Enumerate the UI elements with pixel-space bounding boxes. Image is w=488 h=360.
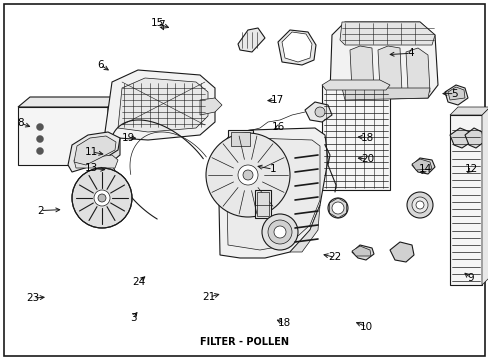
Polygon shape [74,136,116,165]
Text: 22: 22 [327,252,341,262]
Text: 2: 2 [37,206,43,216]
Polygon shape [411,158,434,174]
Polygon shape [449,128,470,148]
Polygon shape [305,102,331,122]
Text: 13: 13 [85,163,99,174]
Polygon shape [329,22,437,100]
Circle shape [411,197,427,213]
Text: 3: 3 [129,312,136,323]
Circle shape [98,194,106,202]
Bar [321,85,389,190]
Polygon shape [481,107,488,285]
Polygon shape [238,28,264,52]
Bar [227,130,252,148]
Text: 15: 15 [150,18,164,28]
Text: 6: 6 [97,60,103,70]
Text: 1: 1 [269,164,276,174]
Polygon shape [200,98,222,115]
Text: 20: 20 [361,154,373,164]
Circle shape [37,123,43,130]
Circle shape [406,192,432,218]
Polygon shape [218,128,327,258]
Text: 11: 11 [85,147,99,157]
Text: 18: 18 [360,132,374,143]
Circle shape [327,198,347,218]
Circle shape [262,214,297,250]
Text: 14: 14 [418,164,431,174]
Polygon shape [449,107,488,115]
Text: 18: 18 [277,318,291,328]
Bar [254,190,270,218]
Text: 23: 23 [26,293,40,303]
Polygon shape [339,22,434,45]
Circle shape [94,190,110,206]
Polygon shape [341,88,429,100]
Polygon shape [351,245,373,260]
Polygon shape [351,246,370,256]
Text: 19: 19 [121,132,135,143]
Circle shape [37,148,43,154]
Text: 7: 7 [158,20,164,30]
Circle shape [72,168,132,228]
Text: 4: 4 [407,48,413,58]
Text: 8: 8 [17,118,24,128]
Polygon shape [405,48,429,92]
Text: 9: 9 [466,273,473,283]
Polygon shape [282,32,311,62]
Text: 12: 12 [464,164,478,174]
Text: FILTER - POLLEN: FILTER - POLLEN [200,337,288,347]
Text: 24: 24 [132,276,146,287]
Bar [449,115,481,285]
Circle shape [331,202,343,214]
Circle shape [267,220,291,244]
Circle shape [243,170,252,180]
Circle shape [314,107,325,117]
Polygon shape [464,128,483,148]
Bar [230,132,249,146]
Circle shape [273,226,285,238]
Polygon shape [321,80,389,90]
Text: 17: 17 [270,95,284,105]
Circle shape [37,135,43,143]
Bar [257,192,268,216]
Polygon shape [74,155,118,168]
Polygon shape [108,97,120,165]
Polygon shape [389,242,413,262]
Polygon shape [411,159,431,170]
Polygon shape [349,46,373,92]
Polygon shape [105,70,215,140]
Circle shape [415,201,423,209]
Circle shape [238,165,258,185]
Bar [18,107,108,165]
Text: 16: 16 [271,122,285,132]
Text: 5: 5 [450,89,457,99]
Polygon shape [68,132,120,172]
Circle shape [205,133,289,217]
Polygon shape [444,85,467,105]
Polygon shape [377,46,401,92]
Text: 10: 10 [360,322,372,332]
Polygon shape [447,87,464,100]
Polygon shape [118,78,207,132]
Polygon shape [289,205,319,252]
Polygon shape [225,138,319,250]
Polygon shape [18,97,120,107]
Text: 21: 21 [202,292,216,302]
Polygon shape [278,30,315,65]
